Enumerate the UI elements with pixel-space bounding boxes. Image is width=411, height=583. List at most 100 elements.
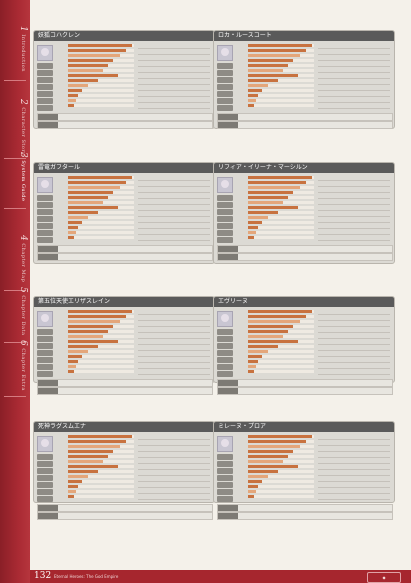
- sidebar-tab-3[interactable]: 3 System Guide: [2, 148, 28, 206]
- character-name: リフィア・イリーナ・マーシルン: [214, 163, 394, 173]
- stat-bar-track: [248, 475, 314, 478]
- stat-bar: [68, 79, 98, 82]
- stat-bar: [68, 176, 132, 179]
- skill-row: [37, 379, 213, 387]
- stat-bar: [68, 236, 74, 239]
- resistance-row: [138, 345, 210, 351]
- attribute-labels: [37, 63, 53, 112]
- resistance-row: [138, 67, 210, 73]
- resistance-row: [318, 434, 390, 440]
- sidebar-tab-label: Chapter Data: [20, 292, 26, 336]
- stat-bar: [68, 320, 120, 323]
- character-name: エヴリーヌ: [214, 297, 394, 307]
- attribute-label: [217, 223, 233, 229]
- resistance-row: [318, 452, 390, 458]
- character-card: リフィア・イリーナ・マーシルン: [213, 162, 395, 264]
- character-card: ミレーヌ・プロア: [213, 421, 395, 520]
- sidebar-tab-label: Chapter Extra: [20, 345, 26, 391]
- stat-bar: [248, 360, 258, 363]
- character-name: 妖狐コハクレン: [34, 31, 214, 41]
- resistance-table: [138, 43, 210, 115]
- resistance-row: [318, 103, 390, 109]
- stat-bar: [248, 490, 256, 493]
- stat-bar: [68, 465, 118, 468]
- character-portrait: [37, 311, 53, 327]
- skill-row: [37, 512, 213, 520]
- stat-bar-track: [68, 79, 134, 82]
- stat-bar-track: [68, 370, 134, 373]
- resistance-row: [318, 315, 390, 321]
- stat-bar-track: [248, 360, 314, 363]
- character-name: 雷竜ガフタール: [34, 163, 214, 173]
- sidebar-tab-5[interactable]: 5 Chapter Data: [2, 282, 28, 340]
- resistance-row: [318, 464, 390, 470]
- stat-bar-track: [68, 475, 134, 478]
- skill-tag: [38, 122, 58, 128]
- resistance-row: [138, 175, 210, 181]
- attribute-label: [37, 350, 53, 356]
- stat-bar: [248, 460, 283, 463]
- resistance-row: [138, 85, 210, 91]
- stat-bar: [68, 495, 74, 498]
- stat-bar-track: [68, 211, 134, 214]
- stat-bar: [248, 435, 312, 438]
- skill-tag: [38, 114, 58, 120]
- stat-bar-track: [68, 221, 134, 224]
- stat-bar: [68, 340, 118, 343]
- stat-bar: [248, 186, 300, 189]
- resistance-row: [318, 446, 390, 452]
- character-portrait: [217, 436, 233, 452]
- skill-tag: [218, 380, 238, 386]
- stat-bar: [248, 176, 312, 179]
- skill-tag: [218, 254, 238, 260]
- attribute-label: [37, 357, 53, 363]
- stat-bar-track: [68, 350, 134, 353]
- sidebar-tab-number: 6: [18, 339, 28, 346]
- sidebar-tab-2[interactable]: 2 Character Story: [2, 98, 28, 156]
- skill-tag: [38, 246, 58, 252]
- resistance-row: [138, 181, 210, 187]
- attribute-label: [217, 454, 233, 460]
- resistance-row: [318, 235, 390, 241]
- stat-bar-track: [248, 485, 314, 488]
- skill-row: [37, 387, 213, 395]
- sidebar-tab-4[interactable]: 4 Chapter Map: [2, 230, 28, 288]
- stat-bar: [68, 365, 76, 368]
- sidebar-tab-1[interactable]: 1 Introduction: [2, 20, 28, 78]
- skill-tag: [38, 254, 58, 260]
- attribute-label: [37, 70, 53, 76]
- stat-bar: [68, 350, 88, 353]
- stat-bar: [68, 89, 82, 92]
- resistance-row: [138, 211, 210, 217]
- resistance-table: [138, 309, 210, 381]
- stat-bar: [68, 335, 103, 338]
- attribute-label: [217, 336, 233, 342]
- sidebar-tab-6[interactable]: 6 Chapter Extra: [2, 336, 28, 394]
- stat-bar: [68, 475, 88, 478]
- resistance-row: [138, 357, 210, 363]
- skill-row: [217, 113, 393, 121]
- attribute-label: [37, 371, 53, 377]
- resistance-row: [318, 79, 390, 85]
- stat-bar-track: [248, 79, 314, 82]
- resistance-row: [138, 49, 210, 55]
- skill-tag: [218, 513, 238, 519]
- resistance-row: [318, 199, 390, 205]
- resistance-row: [138, 494, 210, 500]
- sidebar-separator: [4, 396, 26, 397]
- stat-bar-track: [248, 221, 314, 224]
- stat-bar: [68, 211, 98, 214]
- stat-bar: [248, 465, 298, 468]
- stat-bar-track: [68, 226, 134, 229]
- resistance-row: [138, 440, 210, 446]
- stat-bar: [248, 470, 278, 473]
- attribute-label: [37, 329, 53, 335]
- stat-bar-track: [68, 470, 134, 473]
- attribute-labels: [37, 454, 53, 503]
- resistance-row: [138, 351, 210, 357]
- skill-tag: [218, 122, 238, 128]
- stat-bar: [68, 460, 103, 463]
- sidebar-tab-label: Character Story: [20, 104, 26, 156]
- stat-bar: [248, 211, 278, 214]
- stat-bar-track: [68, 231, 134, 234]
